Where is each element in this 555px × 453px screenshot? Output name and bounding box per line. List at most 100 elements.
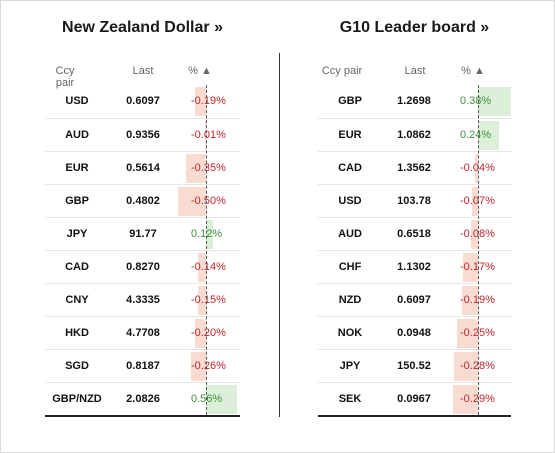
change-bar bbox=[453, 385, 478, 414]
ccy-pair-cell[interactable]: CAD bbox=[65, 261, 89, 273]
table-row[interactable]: JPY 91.77 0.12% bbox=[45, 217, 240, 250]
header-last[interactable]: Last bbox=[132, 65, 154, 77]
table-row[interactable]: CNY 4.3335 -0.15% bbox=[45, 283, 240, 316]
nzd-table-body: USD 0.6097 -0.19% AUD 0.9356 -0.01% EUR 0.5614 -… bbox=[45, 85, 240, 417]
pct-change-cell: -0.35% bbox=[191, 162, 226, 174]
change-bar bbox=[478, 87, 511, 116]
last-price-cell: 0.9356 bbox=[126, 129, 160, 141]
table-row[interactable]: SGD 0.8187 -0.26% bbox=[45, 349, 240, 382]
nzd-panel-title-link[interactable]: New Zealand Dollar » bbox=[62, 19, 223, 36]
ccy-pair-cell[interactable]: AUD bbox=[65, 129, 89, 141]
last-price-cell: 1.2698 bbox=[397, 95, 431, 107]
last-price-cell: 0.8187 bbox=[126, 360, 160, 372]
last-price-cell: 0.6097 bbox=[126, 95, 160, 107]
table-row[interactable]: HKD 4.7708 -0.20% bbox=[45, 316, 240, 349]
change-bar bbox=[474, 154, 478, 183]
g10-panel-title-link[interactable]: G10 Leader board » bbox=[339, 19, 490, 36]
ccy-pair-cell[interactable]: CHF bbox=[338, 261, 362, 273]
table-row[interactable]: EUR 1.0862 0.24% bbox=[318, 118, 511, 151]
ccy-pair-cell[interactable]: HKD bbox=[65, 327, 89, 339]
ccy-pair-cell[interactable]: NOK bbox=[337, 327, 363, 339]
change-bar bbox=[191, 352, 206, 381]
pct-change-cell: -0.25% bbox=[460, 327, 495, 339]
table-row[interactable]: AUD 0.6518 -0.08% bbox=[318, 217, 511, 250]
table-row[interactable]: JPY 150.52 -0.28% bbox=[318, 349, 511, 382]
g10-table-body: GBP 1.2698 0.38% EUR 1.0862 0.24% CAD 1.3562 -0.… bbox=[318, 85, 511, 417]
table-row[interactable]: CAD 0.8270 -0.14% bbox=[45, 250, 240, 283]
last-price-cell: 0.0948 bbox=[397, 327, 431, 339]
table-row[interactable]: GBP 1.2698 0.38% bbox=[318, 85, 511, 118]
change-bar bbox=[461, 286, 478, 315]
table-row[interactable]: AUD 0.9356 -0.01% bbox=[45, 118, 240, 151]
table-row[interactable]: NZD 0.6097 -0.19% bbox=[318, 283, 511, 316]
pct-change-cell: -0.20% bbox=[191, 327, 226, 339]
header-pct-sort[interactable]: % ▲ bbox=[188, 65, 212, 77]
last-price-cell: 0.6518 bbox=[397, 228, 431, 240]
last-price-cell: 150.52 bbox=[397, 360, 431, 372]
change-bar bbox=[206, 385, 238, 414]
ccy-pair-cell[interactable]: JPY bbox=[66, 228, 88, 240]
pct-change-cell: 0.24% bbox=[460, 129, 492, 141]
last-price-cell: 0.4802 bbox=[126, 195, 160, 207]
last-price-cell: 1.0862 bbox=[397, 129, 431, 141]
table-row[interactable]: GBP 0.4802 -0.50% bbox=[45, 184, 240, 217]
ccy-pair-cell[interactable]: EUR bbox=[65, 162, 89, 174]
change-bar bbox=[206, 220, 213, 249]
table-row[interactable]: EUR 0.5614 -0.35% bbox=[45, 151, 240, 184]
ccy-pair-cell[interactable]: NZD bbox=[338, 294, 362, 306]
table-row[interactable]: SEK 0.0967 -0.29% bbox=[318, 382, 511, 415]
ccy-pair-cell[interactable]: SEK bbox=[338, 393, 362, 405]
pct-change-cell: -0.08% bbox=[460, 228, 495, 240]
pct-change-cell: -0.07% bbox=[460, 195, 495, 207]
pct-change-cell: -0.04% bbox=[460, 162, 495, 174]
ccy-pair-cell[interactable]: USD bbox=[338, 195, 362, 207]
pct-change-cell: -0.15% bbox=[191, 294, 226, 306]
ccy-pair-cell[interactable]: GBP bbox=[338, 95, 362, 107]
table-row[interactable]: NOK 0.0948 -0.25% bbox=[318, 316, 511, 349]
table-row[interactable]: CHF 1.1302 -0.17% bbox=[318, 250, 511, 283]
zero-baseline bbox=[206, 85, 207, 415]
ccy-pair-cell[interactable]: GBP bbox=[65, 195, 89, 207]
header-ccy-pair[interactable]: Ccy pair bbox=[55, 65, 75, 89]
ccy-pair-cell[interactable]: EUR bbox=[338, 129, 362, 141]
pct-change-cell: -0.17% bbox=[460, 261, 495, 273]
pct-change-cell: -0.29% bbox=[460, 393, 495, 405]
ccy-pair-cell[interactable]: GBP/NZD bbox=[52, 393, 102, 405]
pct-change-cell: -0.26% bbox=[191, 360, 226, 372]
last-price-cell: 0.0967 bbox=[397, 393, 431, 405]
table-bottom-rule bbox=[318, 415, 511, 417]
change-bar bbox=[471, 187, 478, 216]
last-price-cell: 4.7708 bbox=[126, 327, 160, 339]
header-pct-sort[interactable]: % ▲ bbox=[461, 65, 485, 77]
table-row[interactable]: GBP/NZD 2.0826 0.56% bbox=[45, 382, 240, 415]
zero-baseline bbox=[478, 85, 479, 415]
ccy-pair-cell[interactable]: CNY bbox=[65, 294, 89, 306]
ccy-pair-cell[interactable]: CAD bbox=[338, 162, 362, 174]
pct-change-cell: 0.38% bbox=[460, 95, 492, 107]
ccy-pair-cell[interactable]: AUD bbox=[338, 228, 362, 240]
pct-change-cell: -0.14% bbox=[191, 261, 226, 273]
change-bar bbox=[195, 87, 206, 116]
ccy-pair-cell[interactable]: JPY bbox=[339, 360, 361, 372]
panel-divider bbox=[279, 53, 280, 417]
last-price-cell: 2.0826 bbox=[126, 393, 160, 405]
change-bar bbox=[453, 352, 478, 381]
table-row[interactable]: USD 0.6097 -0.19% bbox=[45, 85, 240, 118]
header-ccy-pair[interactable]: Ccy pair bbox=[321, 65, 363, 77]
change-bar bbox=[198, 253, 206, 282]
change-bar bbox=[186, 154, 206, 183]
last-price-cell: 0.5614 bbox=[126, 162, 160, 174]
table-row[interactable]: USD 103.78 -0.07% bbox=[318, 184, 511, 217]
last-price-cell: 91.77 bbox=[129, 228, 157, 240]
table-row[interactable]: CAD 1.3562 -0.04% bbox=[318, 151, 511, 184]
pct-change-cell: -0.19% bbox=[460, 294, 495, 306]
change-bar bbox=[194, 319, 206, 348]
pct-change-cell: -0.01% bbox=[191, 129, 226, 141]
header-last[interactable]: Last bbox=[404, 65, 426, 77]
ccy-pair-cell[interactable]: USD bbox=[65, 95, 89, 107]
change-bar bbox=[178, 187, 206, 216]
change-bar bbox=[463, 253, 478, 282]
last-price-cell: 1.3562 bbox=[397, 162, 431, 174]
ccy-pair-cell[interactable]: SGD bbox=[65, 360, 89, 372]
